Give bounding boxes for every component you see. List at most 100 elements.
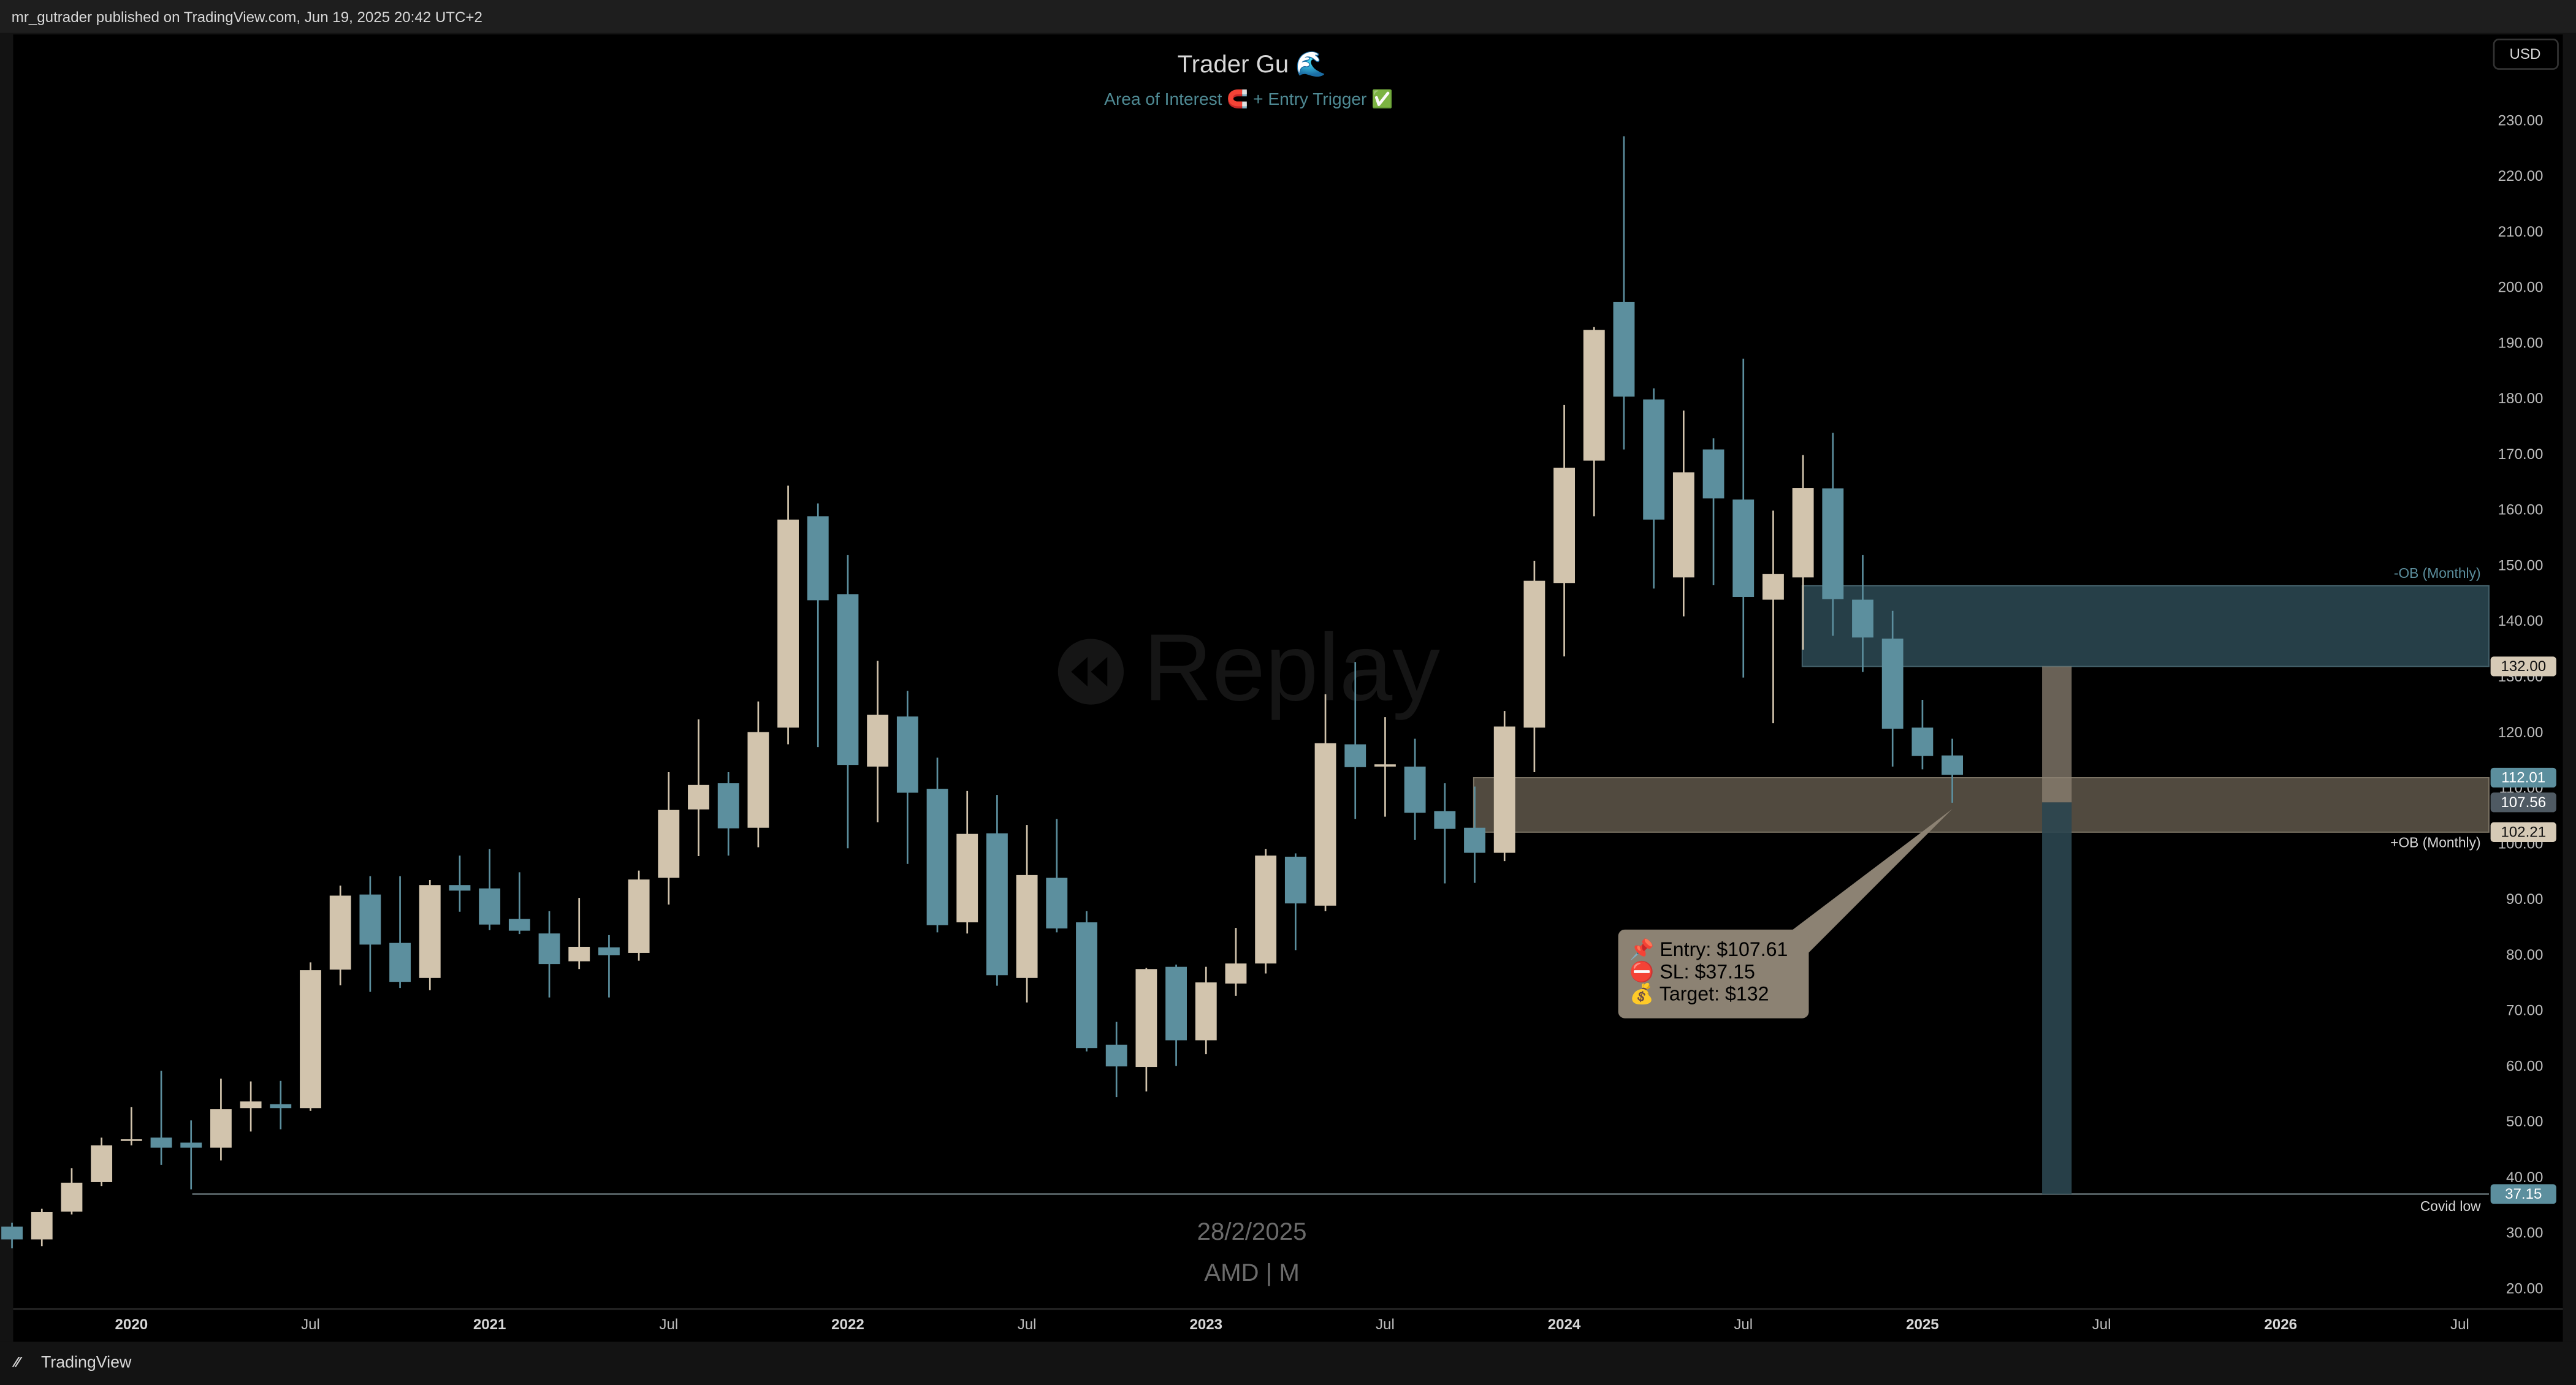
candle-body [1284,856,1306,904]
candle-body [1493,726,1515,853]
candle-body [240,1101,262,1109]
candle-body [359,894,381,945]
callout-pointer [1791,809,1953,953]
candle-body [1344,744,1366,767]
currency: USD [2509,46,2540,63]
candle-body [270,1104,292,1109]
candle-body [867,715,889,767]
candle-body [31,1212,53,1240]
y-tick-label: 160.00 [2498,502,2544,518]
candle-body [1792,488,1814,578]
symbol-label: AMD | M [1204,1259,1300,1286]
candle-body [1702,449,1724,499]
candle-body [1165,966,1187,1041]
price-tag-label: 132.00 [2501,658,2546,675]
candle-body [1732,499,1755,598]
candle-body [419,885,441,978]
candle-body [1911,727,1934,756]
candle-body [1314,743,1336,906]
candle-body [837,594,859,765]
candle-body [1762,574,1784,600]
y-tick-label: 220.00 [2498,168,2544,184]
candle-body [717,783,739,829]
x-tick-label: 2024 [1548,1316,1581,1333]
position-target [2042,666,2072,803]
y-tick-label: 20.00 [2506,1281,2543,1297]
candle-body [1583,330,1605,461]
zone-label: +OB (Monthly) [2390,835,2480,851]
y-tick-label: 40.00 [2506,1169,2543,1186]
candle-body [747,732,769,828]
x-tick-label: Jul [301,1316,320,1333]
chart-title: Trader Gu 🌊 [1178,50,1327,78]
candle-body [777,519,799,728]
x-tick-label: 2020 [115,1316,148,1333]
x-tick-label: Jul [1734,1316,1753,1333]
candle-body [300,970,321,1109]
header-bar [0,0,2576,33]
y-tick-label: 80.00 [2506,947,2543,963]
y-tick-label: 120.00 [2498,724,2544,741]
candle-body [150,1137,172,1148]
price-tag [2490,792,2556,813]
x-tick-label: Jul [1018,1316,1037,1333]
zone-label: -OB (Monthly) [2394,565,2481,581]
candle-body [449,885,471,891]
y-tick-label: 200.00 [2498,279,2544,296]
price-tag [2490,656,2556,677]
candle-body [1404,766,1426,813]
currency-button[interactable] [2493,38,2559,70]
y-tick-label: 180.00 [2498,390,2544,407]
candle-body [1523,580,1545,728]
replay-icon-arrows [1071,656,1108,687]
candle-body [538,933,560,965]
x-tick-label: 2026 [2264,1316,2297,1333]
y-tick-label: 30.00 [2506,1225,2543,1242]
candle-body [1255,856,1277,964]
candle-body [329,895,351,970]
candle-body [688,784,709,810]
candle-body [1016,875,1038,978]
candle-body [1464,827,1485,853]
price-tag [2490,1184,2556,1204]
x-tick-label: Jul [1376,1316,1395,1333]
candle-body [1434,811,1456,829]
x-tick-label: Jul [2450,1316,2469,1333]
candle-body [180,1142,202,1148]
candle-body [1852,599,1873,638]
candle-body [120,1139,142,1141]
candle-body [1046,878,1068,929]
replay-icon [1057,639,1124,705]
callout-line: ⛔ SL: $37.15 [1629,960,1755,983]
candle-body [1942,755,1964,775]
candle-body [508,919,530,931]
chart-pane [13,34,2563,1342]
y-tick-label: 50.00 [2506,1114,2543,1130]
x-tick-label: 2025 [1906,1316,1939,1333]
replay-watermark: Replay [1143,614,1440,721]
candle-body [1,1226,23,1240]
price-tag [2490,767,2556,788]
candle-body [1553,468,1576,583]
x-tick-label: 2021 [473,1316,506,1333]
candle-body [807,516,829,601]
price-tag-label: 102.21 [2501,824,2546,841]
price-tag-label: 112.01 [2501,770,2545,786]
x-tick-label: Jul [659,1316,678,1333]
candle-body [389,943,411,982]
x-tick-label: 2023 [1189,1316,1222,1333]
chart-subtitle: Area of Interest 🧲 + Entry Trigger ✅ [1104,89,1393,109]
candle-body [1076,922,1097,1049]
candle-body [568,946,590,962]
x-tick-label: Jul [2092,1316,2111,1333]
callout-line: 📌 Entry: $107.61 [1629,937,1788,961]
candle-body [1643,399,1665,520]
order-block-zone [1473,776,2490,833]
y-tick-label: 230.00 [2498,112,2544,129]
price-tag-label: 107.56 [2501,794,2546,811]
position-stop [2042,802,2072,1194]
candle-body [896,716,918,793]
candle-body [479,888,501,925]
